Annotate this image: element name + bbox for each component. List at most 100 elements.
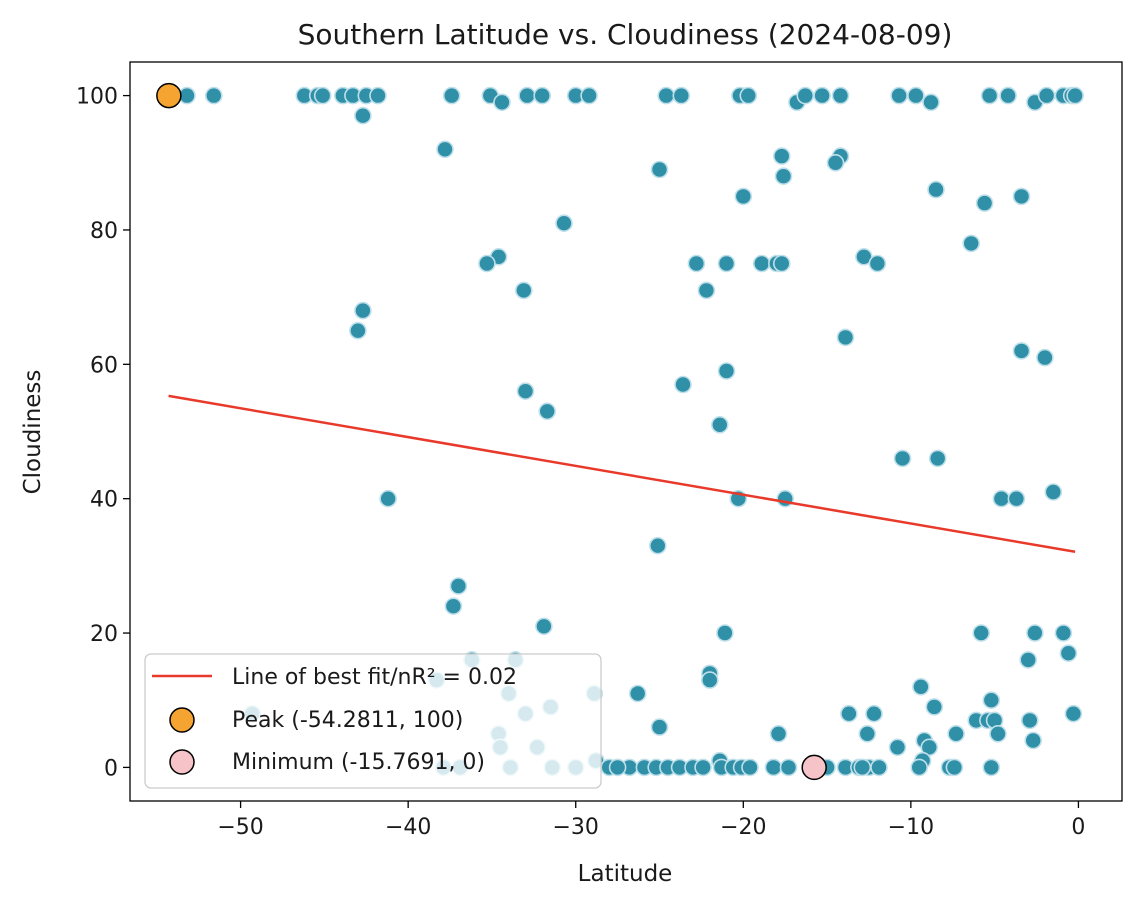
data-point (580, 86, 598, 105)
x-tick-label: −10 (888, 815, 934, 840)
data-point (741, 758, 759, 777)
legend-box (144, 653, 602, 789)
data-point (1019, 651, 1037, 669)
data-point (831, 86, 850, 105)
legend-fit-line-label: Line of best fit/nR² = 0.02 (232, 665, 517, 690)
data-point (538, 402, 557, 421)
data-point (928, 449, 947, 468)
data-point (518, 86, 536, 105)
data-point (1007, 489, 1026, 508)
data-point (1026, 624, 1044, 642)
data-point (478, 254, 496, 273)
data-point (717, 254, 736, 273)
data-point (865, 704, 883, 723)
data-point (796, 86, 815, 105)
legend-peak-label: Peak (-54.2811, 100) (232, 708, 463, 733)
data-point (354, 106, 372, 125)
chart-title: Southern Latitude vs. Cloudiness (2024-0… (298, 18, 953, 51)
data-point (672, 86, 691, 105)
data-point (1012, 342, 1031, 360)
data-point (734, 187, 753, 206)
data-point (1036, 348, 1054, 367)
axes: −50 −40 −30 −20 −10 0 0 20 40 60 80 100 (76, 85, 1085, 840)
y-tick-label: 40 (90, 488, 118, 513)
data-point (779, 758, 798, 777)
data-point (972, 624, 991, 642)
data-point (354, 301, 372, 320)
data-point (947, 724, 965, 743)
data-point (840, 704, 858, 723)
data-point (608, 758, 627, 777)
data-point (772, 254, 791, 273)
minimum-marker (801, 754, 827, 781)
data-point (650, 160, 669, 179)
data-point (1012, 187, 1031, 206)
x-tick-label: −50 (217, 815, 263, 840)
y-tick-label: 80 (90, 219, 118, 244)
data-point (868, 254, 887, 273)
data-point (313, 86, 332, 105)
data-point (1044, 483, 1063, 501)
y-tick-label: 60 (90, 353, 118, 378)
fit-line (168, 394, 1076, 553)
data-point (1066, 86, 1084, 105)
data-point (870, 758, 888, 777)
data-point (890, 86, 908, 105)
peak-marker (156, 82, 182, 109)
x-tick-label: 0 (1071, 815, 1085, 840)
data-point (888, 738, 907, 757)
data-point (772, 147, 791, 165)
data-point (999, 86, 1017, 105)
data-point (349, 321, 367, 340)
data-point (992, 489, 1011, 508)
y-tick-label: 100 (76, 85, 118, 110)
data-point (764, 758, 783, 777)
data-point (555, 214, 573, 232)
data-point (776, 489, 795, 508)
x-tick-label: −20 (720, 815, 766, 840)
data-point (813, 86, 831, 105)
data-point (449, 577, 468, 595)
data-point (516, 382, 535, 401)
data-point (774, 167, 793, 185)
y-tick-label: 20 (90, 622, 118, 647)
data-point (910, 758, 929, 777)
data-point (1059, 644, 1078, 663)
data-point (982, 691, 1001, 710)
data-point (514, 281, 533, 300)
data-point (369, 86, 387, 105)
data-point (716, 624, 734, 642)
data-point (687, 254, 706, 273)
data-point (752, 254, 771, 273)
data-point (922, 93, 940, 112)
legend: Line of best fit/nR² = 0.02 Peak (-54.28… (144, 653, 602, 789)
data-point (962, 234, 981, 253)
legend-peak-marker (169, 707, 195, 733)
x-tick-label: −40 (385, 815, 431, 840)
data-point (674, 375, 692, 394)
data-point (533, 86, 552, 105)
y-axis-label: Cloudiness (20, 370, 46, 495)
data-point (975, 194, 994, 212)
data-point (657, 86, 676, 105)
data-point (1064, 704, 1083, 723)
data-point (535, 617, 553, 636)
data-point (1021, 711, 1039, 730)
data-point (628, 684, 647, 703)
data-point (980, 86, 999, 105)
data-point (717, 362, 736, 380)
x-axis-label: Latitude (578, 861, 673, 887)
data-point (927, 180, 945, 199)
data-point (648, 536, 667, 555)
plot-area (156, 82, 1084, 781)
data-point (710, 415, 729, 434)
data-point (694, 758, 712, 777)
legend-minimum-label: Minimum (-15.7691, 0) (232, 750, 485, 775)
data-point (650, 718, 669, 736)
data-point (444, 597, 463, 616)
y-tick-label: 0 (104, 756, 118, 781)
data-point (982, 758, 1001, 777)
data-point (907, 86, 925, 105)
